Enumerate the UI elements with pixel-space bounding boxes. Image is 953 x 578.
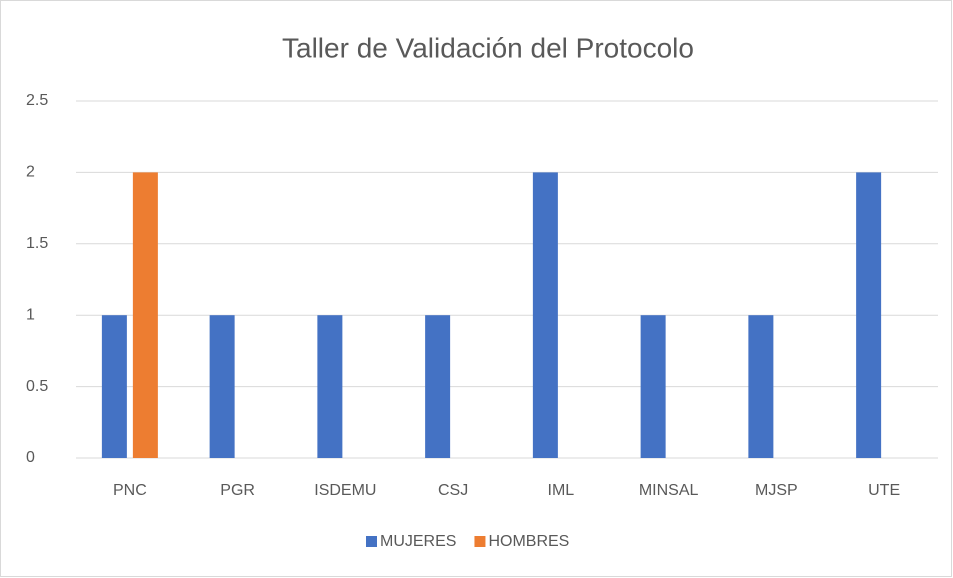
x-tick-label: PGR [220,482,255,499]
bar [748,315,774,458]
bar [209,315,235,458]
bar [640,315,666,458]
x-tick-label: UTE [868,482,900,499]
x-tick-label: MJSP [755,482,798,499]
bar [856,172,882,458]
legend-swatch [474,536,486,547]
y-tick-label: 2 [26,164,35,181]
bar [317,315,343,458]
bar [532,172,558,458]
x-tick-label: MINSAL [639,482,699,499]
bar [425,315,451,458]
bar [132,172,158,458]
y-tick-label: 0 [26,449,35,466]
legend-label: HOMBRES [488,533,569,550]
x-tick-label: CSJ [438,482,468,499]
legend-label: MUJERES [380,533,456,550]
x-tick-label: PNC [113,482,147,499]
x-tick-label: ISDEMU [314,482,376,499]
y-tick-label: 2.5 [26,92,48,109]
bar [101,315,127,458]
legend-swatch [366,536,377,547]
x-tick-label: IML [548,482,575,499]
chart-title: Taller de Validación del Protocolo [282,32,694,63]
y-tick-label: 1.5 [26,235,48,252]
y-tick-label: 0.5 [26,378,48,395]
y-tick-label: 1 [26,306,35,323]
